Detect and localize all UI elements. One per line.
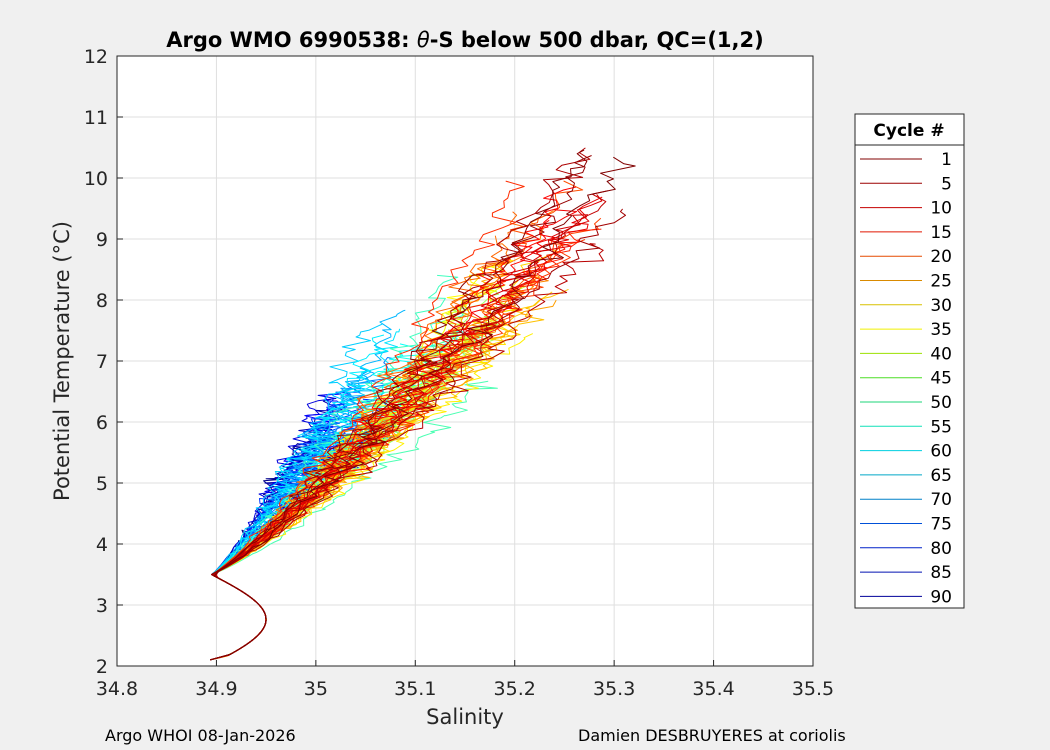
legend-label-15: 15 [930,223,952,243]
legend-label-60: 60 [930,442,952,462]
legend-label-30: 30 [930,296,952,316]
legend-box [854,113,965,609]
legend-label-45: 45 [930,369,952,389]
chart-title-theta: θ [417,28,430,52]
chart-title: Argo WMO 6990538: θ-S below 500 dbar, QC… [166,28,763,52]
legend-label-40: 40 [930,344,952,364]
x-tick-label: 35.3 [593,678,635,700]
legend-label-10: 10 [930,199,952,219]
cycle-profile-line [209,156,636,661]
y-tick-label: 7 [96,351,108,373]
y-axis-label-prefix: Potential Temperature ( [50,254,74,501]
footer-right: Damien DESBRUYERES at coriolis [578,726,846,745]
legend-label-5: 5 [941,174,952,194]
x-tick-label: 34.9 [195,678,237,700]
y-tick-label: 8 [96,290,108,312]
x-tick-labels: 34.8 34.9 35 35.1 35.2 35.3 35.4 35.5 [96,678,834,700]
y-tick-labels: 2 3 4 5 6 7 8 9 10 11 12 [84,46,108,678]
legend-label-70: 70 [930,490,952,510]
legend-label-20: 20 [930,247,952,267]
y-tick-label: 2 [96,656,108,678]
legend-label-90: 90 [930,587,952,607]
chart-title-prefix: Argo WMO 6990538: [166,28,417,52]
x-tick-label: 35.2 [494,678,536,700]
y-tick-label: 3 [96,595,108,617]
plot-frame [116,55,814,667]
legend-label-85: 85 [930,563,952,583]
y-tick-label: 11 [84,107,108,129]
y-tick-label: 10 [84,168,108,190]
legend-label-80: 80 [930,539,952,559]
legend-label-25: 25 [930,272,952,292]
cycle-profile-line [209,149,588,661]
x-tick-label: 35.1 [394,678,436,700]
y-tick-label: 9 [96,229,108,251]
x-tick-label: 34.8 [96,678,138,700]
y-axis-label-suffix: ) [50,221,74,229]
legend: Cycle # 15101520253035404550556065707580… [854,113,965,609]
x-tick-label: 35.5 [792,678,834,700]
chart-title-suffix: -S below 500 dbar, QC=(1,2) [430,28,764,52]
y-axis-label: Potential Temperature (°C) [50,221,74,501]
legend-label-1: 1 [941,150,952,170]
legend-title: Cycle # [873,121,944,141]
legend-label-75: 75 [930,515,952,535]
y-axis-label-unit: °C [50,229,74,254]
x-tick-label: 35.4 [692,678,734,700]
legend-label-50: 50 [930,393,952,413]
legend-label-65: 65 [930,466,952,486]
x-axis-label: Salinity [426,705,504,729]
legend-label-55: 55 [930,417,952,437]
x-tick-label: 35 [304,678,328,700]
y-tick-label: 5 [96,473,108,495]
y-tick-label: 6 [96,412,108,434]
y-tick-label: 4 [96,534,108,556]
y-tick-label: 12 [84,46,108,68]
legend-label-35: 35 [930,320,952,340]
profile-lines [209,147,636,661]
footer-left: Argo WHOI 08-Jan-2026 [105,726,296,745]
